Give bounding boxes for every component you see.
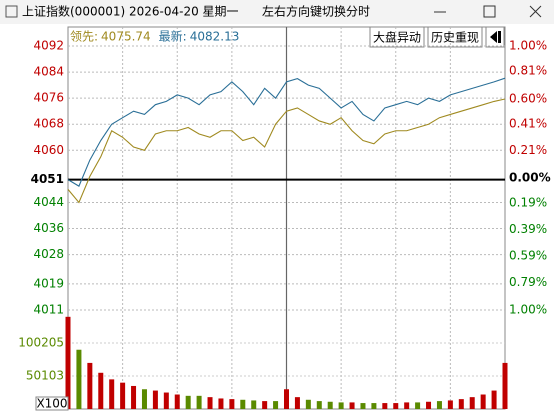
window-title: 上证指数(000001) 2026-04-20 星期一 — [22, 4, 239, 19]
volume-bar — [131, 385, 137, 409]
toolbar-button-label[interactable]: 大盘异动 — [373, 30, 421, 45]
volume-bar — [65, 316, 71, 409]
y-tick-label: 4076 — [33, 91, 64, 105]
y2-tick-label: 0.00% — [509, 171, 551, 185]
volume-bar — [338, 402, 344, 409]
volume-tick-label: 50103 — [26, 369, 64, 383]
y2-tick-label: 0.39% — [509, 222, 547, 236]
volume-bar — [120, 382, 126, 409]
y-tick-label: 4060 — [33, 143, 64, 157]
y-tick-label: 4036 — [33, 221, 64, 235]
y2-tick-label: 0.19% — [509, 196, 547, 210]
y-tick-label: 4051 — [31, 172, 64, 186]
y2-tick-label: 1.00% — [509, 39, 547, 53]
y2-tick-label: 0.60% — [509, 91, 547, 105]
volume-bar — [152, 390, 158, 409]
volume-bar — [436, 401, 442, 409]
price-line — [67, 98, 506, 204]
volume-bar — [196, 395, 202, 409]
toolbar-button-label[interactable]: 历史重现 — [431, 31, 479, 45]
volume-bar — [229, 399, 235, 409]
volume-bar — [262, 401, 268, 409]
app-icon — [5, 5, 18, 18]
volume-bar — [371, 403, 377, 409]
legend-value: 4082.13 — [190, 30, 240, 44]
legend-name: 领先: — [70, 30, 98, 44]
volume-tick-label: 100205 — [18, 336, 64, 350]
volume-bar — [316, 401, 322, 409]
volume-bar — [273, 401, 279, 409]
y2-tick-label: 0.21% — [509, 143, 547, 157]
volume-bar — [393, 403, 399, 409]
volume-unit: X100 — [36, 397, 67, 411]
y-tick-label: 4044 — [33, 195, 64, 209]
y-tick-label: 4028 — [33, 247, 64, 261]
volume-bar — [87, 362, 93, 409]
volume-bar — [502, 362, 508, 409]
y2-tick-label: 1.00% — [509, 303, 547, 317]
y2-tick-label: 0.79% — [509, 275, 547, 289]
volume-bar — [349, 402, 355, 409]
volume-bar — [426, 401, 432, 409]
volume-bar — [360, 403, 366, 409]
volume-bar — [98, 372, 104, 409]
close-button[interactable] — [529, 5, 542, 18]
volume-bar — [294, 397, 300, 409]
volume-bar — [141, 389, 147, 409]
volume-bar — [491, 390, 497, 409]
volume-bar — [415, 402, 421, 409]
volume-bar — [76, 349, 82, 409]
y-tick-label: 4011 — [33, 303, 64, 317]
back-icon[interactable] — [490, 31, 501, 43]
volume-bar — [404, 402, 410, 409]
legend-value: 4075.74 — [101, 30, 151, 44]
y2-tick-label: 0.59% — [509, 248, 547, 262]
volume-bar — [185, 395, 191, 409]
y-tick-label: 4084 — [33, 65, 64, 79]
y2-tick-label: 0.81% — [509, 64, 547, 78]
volume-bar — [174, 394, 180, 409]
volume-bar — [480, 394, 486, 409]
volume-bar — [163, 392, 169, 409]
unit-box — [35, 396, 69, 411]
volume-bar — [327, 401, 333, 409]
title-bar — [0, 0, 554, 24]
volume-bar — [458, 399, 464, 409]
y-tick-label: 4068 — [33, 117, 64, 131]
volume-bar — [284, 389, 289, 409]
hint: 左右方向键切换分时 — [262, 4, 370, 19]
legend-name: 最新: — [159, 29, 187, 44]
volume-bar — [207, 397, 213, 409]
volume-bar — [305, 399, 311, 409]
volume-bar — [447, 400, 453, 409]
volume-bar — [251, 400, 257, 409]
y2-tick-label: 0.41% — [509, 116, 547, 130]
volume-bar — [109, 379, 115, 409]
maximize-button[interactable] — [483, 5, 496, 18]
volume-bar — [218, 398, 224, 409]
volume-bar — [469, 397, 475, 409]
y-tick-label: 4092 — [33, 39, 64, 53]
volume-bar — [240, 399, 246, 409]
volume-bar — [382, 403, 388, 409]
price-line — [67, 77, 506, 187]
y-tick-label: 4019 — [33, 276, 64, 290]
